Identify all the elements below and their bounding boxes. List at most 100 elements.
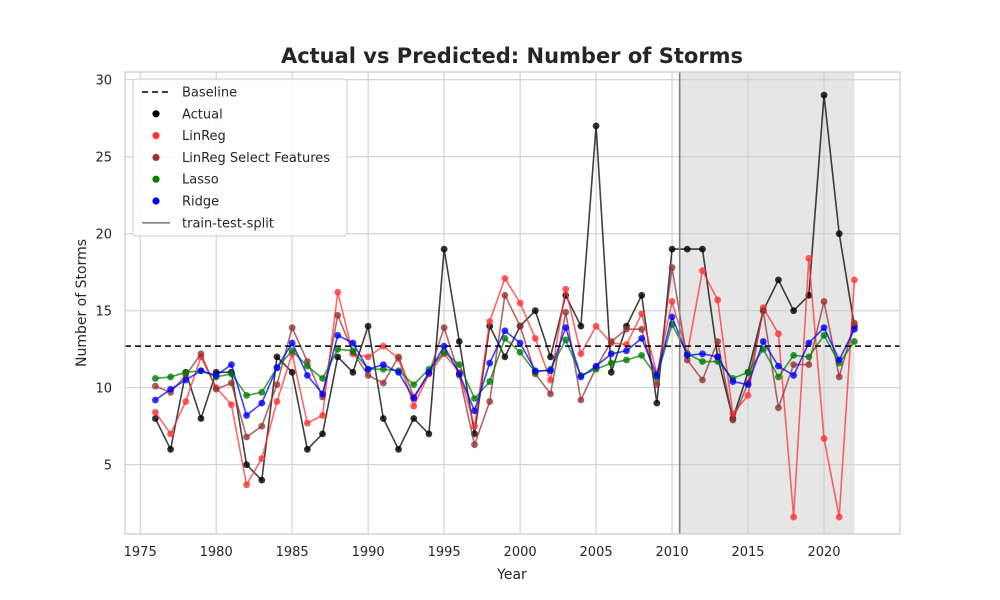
- linreg-point: [790, 513, 798, 521]
- ridge-point: [531, 367, 539, 375]
- ridge-point: [729, 378, 737, 385]
- linreg-point: [623, 341, 630, 348]
- legend-swatch: [152, 197, 160, 205]
- linreg-select-features-point: [273, 381, 281, 389]
- ridge-point: [471, 407, 478, 415]
- x-tick-label: 2005: [580, 545, 613, 560]
- ridge-point: [410, 395, 418, 402]
- linreg-select-features-point: [258, 422, 266, 430]
- plot-frame: [124, 71, 901, 535]
- lasso-point: [516, 348, 524, 356]
- lasso-point: [334, 345, 342, 353]
- ridge-point: [547, 367, 554, 375]
- linreg-point: [258, 455, 266, 462]
- linreg-select-features-point: [364, 371, 372, 379]
- y-tick-label: 10: [95, 382, 112, 397]
- ridge-point: [319, 390, 326, 398]
- linreg-select-features-point: [547, 390, 554, 398]
- linreg-point: [577, 350, 585, 358]
- actual-point: [364, 322, 372, 330]
- actual-point: [303, 445, 311, 453]
- ridge-point: [623, 347, 630, 355]
- lasso-point: [303, 362, 311, 370]
- actual-point: [425, 430, 433, 438]
- linreg-select-features-point: [714, 338, 722, 345]
- ridge-point: [699, 350, 706, 358]
- linreg-point: [167, 430, 174, 438]
- ridge-point: [775, 362, 782, 370]
- actual-point: [288, 368, 296, 376]
- linreg-point: [364, 353, 372, 361]
- actual-point: [410, 415, 418, 422]
- ridge-point: [395, 368, 402, 376]
- actual-point: [455, 338, 463, 345]
- ridge-point: [334, 331, 342, 339]
- x-tick-label: 1975: [124, 545, 157, 560]
- actual-point: [592, 122, 600, 130]
- lasso-point: [410, 381, 418, 389]
- legend-item-lasso: Lasso: [152, 173, 219, 188]
- actual-point: [653, 399, 661, 407]
- ridge-point: [592, 362, 600, 370]
- ridge-point: [820, 324, 828, 332]
- y-tick-label: 5: [104, 459, 112, 474]
- linreg-select-features-point: [668, 264, 676, 271]
- actual-point: [699, 245, 706, 253]
- legend-item-train-test-split: train-test-split: [142, 216, 274, 231]
- legend-label: train-test-split: [182, 216, 274, 231]
- ridge-point: [486, 359, 494, 367]
- linreg-select-features-point: [440, 324, 448, 332]
- ridge-point: [638, 335, 646, 342]
- linreg-point: [379, 342, 387, 350]
- linreg-point: [471, 422, 478, 430]
- legend-label: Baseline: [182, 86, 237, 101]
- ridge-point: [212, 371, 220, 379]
- legend-item-actual: Actual: [152, 107, 223, 122]
- legend-swatch: [152, 175, 160, 183]
- actual-point: [258, 476, 266, 484]
- linreg-point: [714, 296, 722, 304]
- linreg-point: [303, 419, 311, 427]
- actual-point: [243, 461, 250, 469]
- linreg-point: [501, 274, 509, 282]
- actual-point: [638, 291, 646, 299]
- linreg-select-features-point: [653, 381, 661, 389]
- linreg-select-features-point: [379, 379, 387, 387]
- linreg-point: [410, 402, 418, 410]
- linreg-select-features-point: [501, 291, 509, 299]
- legend-swatch: [152, 110, 160, 118]
- linreg-select-features-point: [729, 416, 737, 424]
- actual-point: [668, 245, 676, 253]
- x-tick-label: 1990: [352, 545, 385, 560]
- x-tick-label: 1985: [276, 545, 309, 560]
- ridge-point: [577, 373, 585, 381]
- ridge-point: [440, 342, 448, 350]
- linreg-point: [334, 288, 342, 296]
- actual-point: [349, 368, 357, 376]
- lasso-point: [182, 368, 190, 376]
- lasso-point: [790, 351, 798, 359]
- ridge-point: [364, 365, 372, 373]
- linreg-point: [562, 285, 570, 293]
- actual-point: [151, 415, 159, 422]
- linreg-point: [486, 318, 494, 325]
- y-tick-label: 20: [95, 228, 112, 243]
- actual-point: [440, 245, 448, 253]
- linreg-point: [319, 412, 326, 419]
- lasso-point: [167, 373, 174, 381]
- linreg-point: [820, 435, 828, 442]
- linreg-point: [182, 398, 190, 405]
- ridge-point: [243, 412, 250, 419]
- legend-item-linreg-select-features: LinReg Select Features: [152, 151, 330, 166]
- ridge-point: [835, 356, 843, 364]
- actual-point: [273, 353, 281, 361]
- x-tick-label: 2020: [807, 545, 840, 560]
- legend-swatch: [152, 153, 160, 161]
- linreg-select-features-point: [227, 379, 235, 387]
- ridge-point: [425, 368, 433, 376]
- lasso-point: [699, 358, 706, 365]
- linreg-point: [592, 322, 600, 330]
- actual-point: [607, 368, 615, 376]
- ridge-point: [197, 367, 205, 375]
- x-tick-label: 2015: [731, 545, 764, 560]
